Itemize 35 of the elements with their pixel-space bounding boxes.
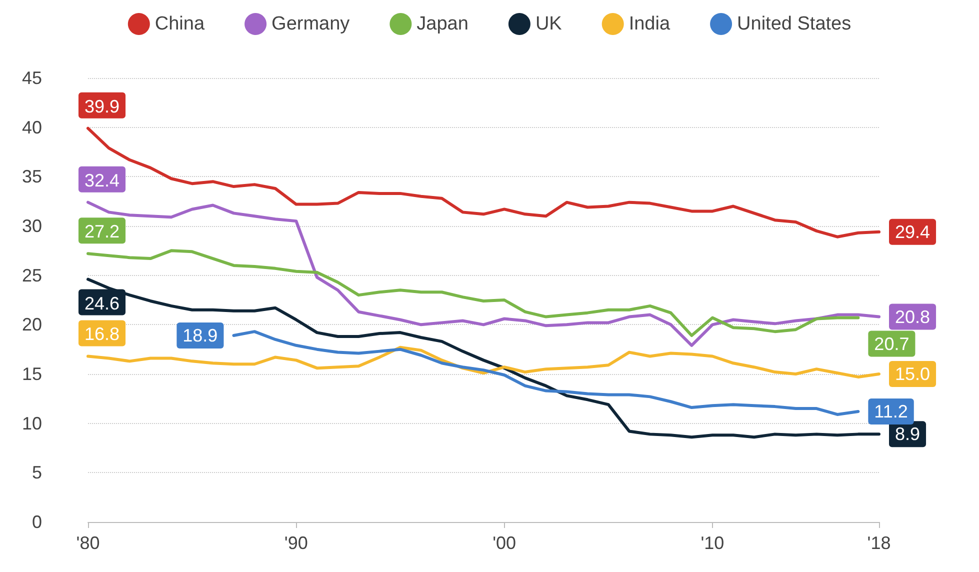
x-tick-label: '10: [700, 533, 724, 553]
y-tick-label: 10: [22, 413, 42, 434]
data-label: 20.7: [874, 334, 910, 354]
data-label: 32.4: [84, 170, 120, 190]
data-label: 18.9: [182, 326, 218, 346]
x-tick-label: '18: [867, 533, 891, 553]
y-tick-label: 40: [22, 117, 42, 138]
data-label: 20.8: [895, 306, 930, 327]
y-tick-label: 30: [22, 216, 42, 236]
y-tick-label: 5: [32, 462, 42, 483]
data-label: 27.2: [84, 222, 120, 242]
x-tick-label: '00: [492, 533, 516, 553]
y-tick-label: 35: [22, 166, 42, 187]
legend-label: India: [628, 14, 670, 34]
data-label: 15.0: [895, 364, 930, 384]
line-series: [232, 330, 860, 416]
y-tick-label: 25: [22, 265, 42, 286]
y-tick-label: 20: [22, 314, 42, 335]
y-tick-label: 0: [32, 512, 42, 532]
y-tick-label: 45: [22, 68, 42, 88]
x-tick-label: '90: [284, 533, 308, 553]
legend-label: Germany: [272, 14, 350, 34]
data-label: 11.2: [874, 401, 908, 422]
data-label: 39.9: [84, 96, 120, 116]
x-tick-label: '80: [76, 533, 100, 553]
data-label: 16.8: [84, 324, 120, 344]
y-tick-label: 15: [22, 364, 42, 384]
legend-label: Japan: [416, 14, 468, 34]
line-series: [86, 126, 880, 238]
data-label: 24.6: [84, 293, 120, 314]
data-label: 29.4: [895, 222, 930, 242]
legend-label: United States: [737, 14, 852, 34]
legend-label: UK: [535, 14, 562, 34]
data-label: 8.9: [895, 424, 920, 444]
legend-label: China: [154, 14, 205, 34]
